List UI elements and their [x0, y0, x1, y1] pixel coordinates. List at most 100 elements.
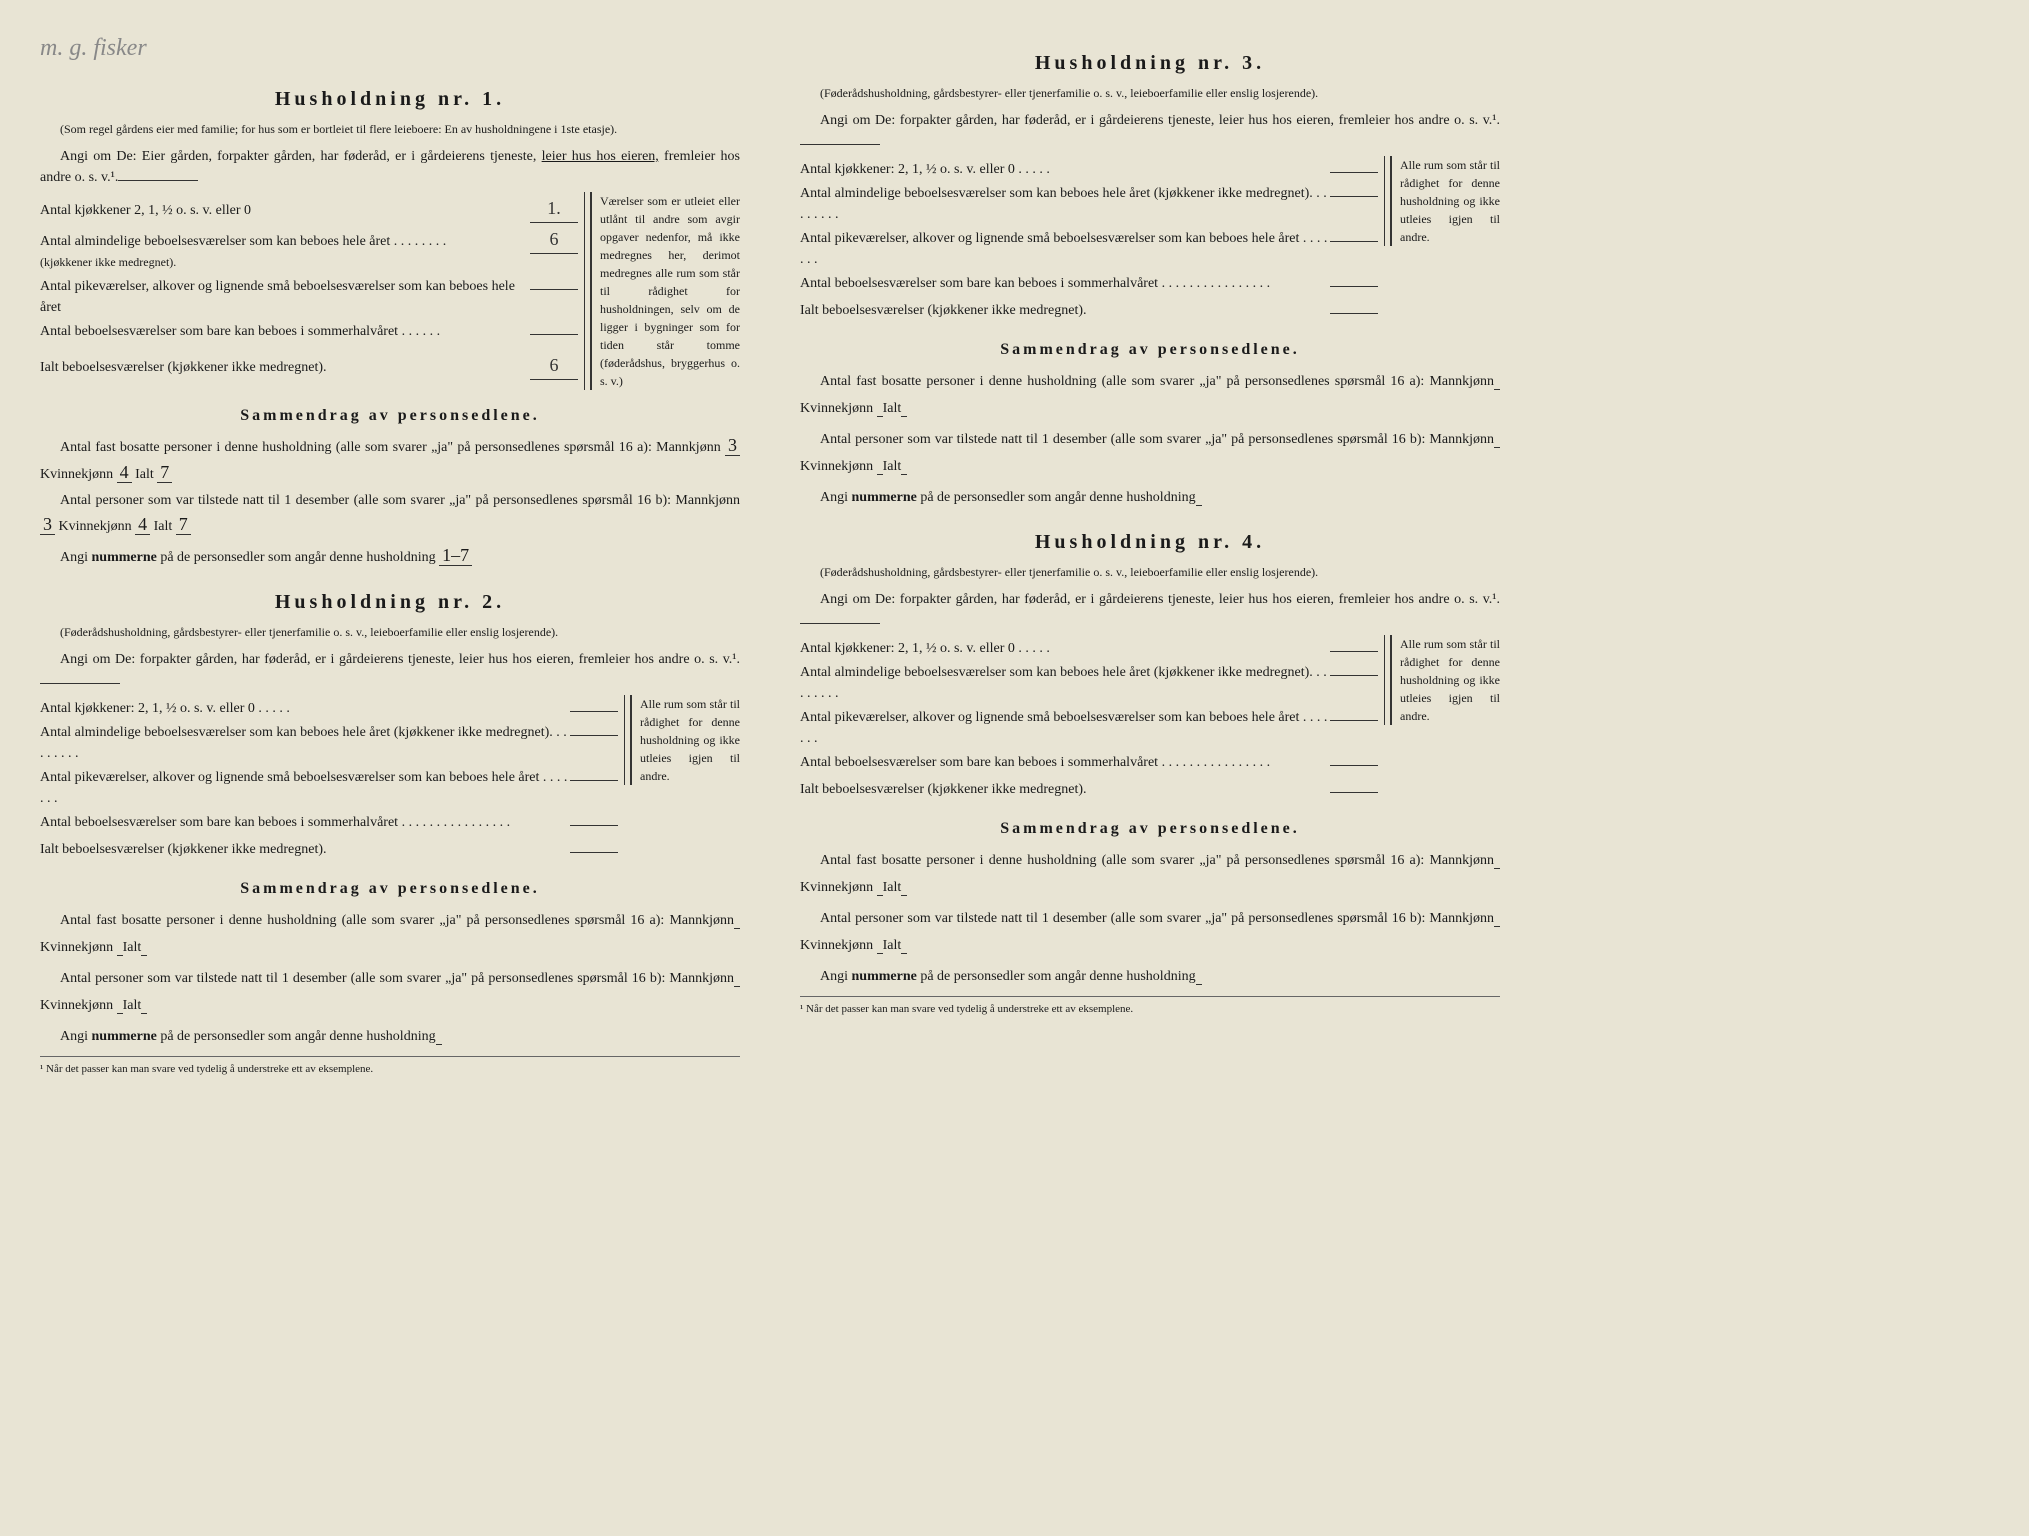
kitchen-line-2: Antal kjøkkener: 2, 1, ½ o. s. v. eller … — [40, 698, 618, 719]
sammendrag-title-4: Sammendrag av personsedlene. — [800, 817, 1500, 841]
total-rooms-label-4: Ialt beboelsesværelser (kjøkkener ikke m… — [800, 779, 1330, 800]
section-4-angi: Angi om De: forpakter gården, har føderå… — [800, 589, 1500, 631]
room-line-2-1: Antal almindelige beboelsesværelser som … — [40, 722, 618, 764]
persons-a-2: Antal fast bosatte personer i denne hush… — [40, 905, 740, 959]
persons-a-m-2 — [734, 908, 740, 929]
total-rooms-label-2: Ialt beboelsesværelser (kjøkkener ikke m… — [40, 839, 570, 860]
room-label-3-3: Antal beboelsesværelser som bare kan beb… — [800, 273, 1330, 294]
kitchen-value-3 — [1330, 172, 1378, 173]
persons-b-i-4 — [901, 933, 907, 954]
room-value-3-3 — [1330, 286, 1378, 287]
section-2-side-note: Alle rum som står til rådighet for denne… — [630, 695, 740, 785]
section-3-title: Husholdning nr. 3. — [800, 48, 1500, 78]
total-rooms-value-4 — [1330, 792, 1378, 793]
angi-num-3: Angi nummerne på de personsedler som ang… — [800, 482, 1500, 509]
total-rooms-line: Ialt beboelsesværelser (kjøkkener ikke m… — [40, 352, 578, 380]
room-value-4-1 — [1330, 675, 1378, 676]
footnote-right: ¹ Når det passer kan man svare ved tydel… — [800, 996, 1500, 1018]
room-line-3-1: Antal almindelige beboelsesværelser som … — [800, 183, 1378, 225]
section-1-side-note: Værelser som er utleiet eller utlånt til… — [590, 192, 740, 390]
room-value-3-1 — [1330, 196, 1378, 197]
room-label-3: Antal beboelsesværelser som bare kan beb… — [40, 321, 530, 342]
persons-b-m-2 — [734, 966, 740, 987]
kitchen-line-4: Antal kjøkkener: 2, 1, ½ o. s. v. eller … — [800, 638, 1378, 659]
section-1-rooms-block: Antal kjøkkener 2, 1, ½ o. s. v. eller 0… — [40, 192, 740, 390]
kitchen-label-4: Antal kjøkkener: 2, 1, ½ o. s. v. eller … — [800, 638, 1330, 659]
section-2-intro: (Føderådshusholdning, gårdsbestyrer- ell… — [40, 623, 740, 641]
section-4-side-note: Alle rum som står til rådighet for denne… — [1390, 635, 1500, 725]
room-label-4-1: Antal almindelige beboelsesværelser som … — [800, 662, 1330, 704]
persons-b-i-1: 7 — [176, 514, 191, 535]
total-rooms-value-3 — [1330, 313, 1378, 314]
persons-b-3: Antal personer som var tilstede natt til… — [800, 424, 1500, 478]
room-line-2-2: Antal pikeværelser, alkover og lignende … — [40, 767, 618, 809]
sammendrag-title-3: Sammendrag av personsedlene. — [800, 338, 1500, 362]
persons-a-i-4 — [901, 875, 907, 896]
footnote-left: ¹ Når det passer kan man svare ved tydel… — [40, 1056, 740, 1078]
persons-b-4: Antal personer som var tilstede natt til… — [800, 903, 1500, 957]
handwritten-annotation: m. g. fisker — [40, 30, 740, 66]
room-label-2-2: Antal pikeværelser, alkover og lignende … — [40, 767, 570, 809]
room-label-2: Antal pikeværelser, alkover og lignende … — [40, 276, 530, 318]
room-line-2-3: Antal beboelsesværelser som bare kan beb… — [40, 812, 618, 833]
room-value-3-2 — [1330, 241, 1378, 242]
total-rooms-value-2 — [570, 852, 618, 853]
angi-num-4: Angi nummerne på de personsedler som ang… — [800, 961, 1500, 988]
underlined-choice: leier hus hos eieren, — [542, 149, 659, 164]
room-value-1: 6 — [530, 226, 578, 254]
room-label-4-3: Antal beboelsesværelser som bare kan beb… — [800, 752, 1330, 773]
room-value-2 — [530, 289, 578, 290]
persons-a-4: Antal fast bosatte personer i denne hush… — [800, 845, 1500, 899]
persons-a-m-1: 3 — [725, 435, 740, 456]
angi-num-value-4 — [1196, 964, 1202, 985]
room-label-2-1: Antal almindelige beboelsesværelser som … — [40, 722, 570, 764]
section-3-angi: Angi om De: forpakter gården, har føderå… — [800, 110, 1500, 152]
total-rooms-label: Ialt beboelsesværelser (kjøkkener ikke m… — [40, 357, 530, 378]
section-2-angi: Angi om De: forpakter gården, har føderå… — [40, 649, 740, 691]
left-page: m. g. fisker Husholdning nr. 1. (Som reg… — [40, 30, 740, 1078]
room-value-2-3 — [570, 825, 618, 826]
persons-b-m-4 — [1494, 906, 1500, 927]
persons-b-m-1: 3 — [40, 514, 55, 535]
kitchen-label-3: Antal kjøkkener: 2, 1, ½ o. s. v. eller … — [800, 159, 1330, 180]
room-line-4-1: Antal almindelige beboelsesværelser som … — [800, 662, 1378, 704]
total-rooms-label-3: Ialt beboelsesværelser (kjøkkener ikke m… — [800, 300, 1330, 321]
persons-a-i-1: 7 — [157, 462, 172, 483]
room-value-3 — [530, 334, 578, 335]
kitchen-value-4 — [1330, 651, 1378, 652]
section-2-title: Husholdning nr. 2. — [40, 587, 740, 617]
sammendrag-title-1: Sammendrag av personsedlene. — [40, 404, 740, 428]
section-3-intro: (Føderådshusholdning, gårdsbestyrer- ell… — [800, 84, 1500, 102]
section-4-title: Husholdning nr. 4. — [800, 527, 1500, 557]
kitchen-line: Antal kjøkkener 2, 1, ½ o. s. v. eller 0… — [40, 195, 578, 223]
sammendrag-title-2: Sammendrag av personsedlene. — [40, 877, 740, 901]
kitchen-label-2: Antal kjøkkener: 2, 1, ½ o. s. v. eller … — [40, 698, 570, 719]
room-line-3-3: Antal beboelsesværelser som bare kan beb… — [800, 273, 1378, 294]
room-line-4-3: Antal beboelsesværelser som bare kan beb… — [800, 752, 1378, 773]
persons-a-i-2 — [141, 935, 147, 956]
persons-b-i-2 — [141, 993, 147, 1014]
section-3-side-note: Alle rum som står til rådighet for denne… — [1390, 156, 1500, 246]
room-line-4-2: Antal pikeværelser, alkover og lignende … — [800, 707, 1378, 749]
section-1-angi: Angi om De: Eier gården, forpakter gårde… — [40, 146, 740, 188]
persons-b-1: Antal personer som var tilstede natt til… — [40, 490, 740, 538]
room-line-3: Antal beboelsesværelser som bare kan beb… — [40, 321, 578, 342]
room-value-2-1 — [570, 735, 618, 736]
persons-a-i-3 — [901, 396, 907, 417]
angi-num-value-3 — [1196, 485, 1202, 506]
room-label-2-3: Antal beboelsesværelser som bare kan beb… — [40, 812, 570, 833]
total-rooms-line-2: Ialt beboelsesværelser (kjøkkener ikke m… — [40, 839, 618, 860]
section-2-rooms-block: Antal kjøkkener: 2, 1, ½ o. s. v. eller … — [40, 695, 740, 863]
room-line-1: Antal almindelige beboelsesværelser som … — [40, 226, 578, 273]
persons-a-m-3 — [1494, 369, 1500, 390]
kitchen-value: 1. — [530, 195, 578, 223]
angi-num-2: Angi nummerne på de personsedler som ang… — [40, 1021, 740, 1048]
angi-num-1: Angi nummerne på de personsedler som ang… — [40, 542, 740, 569]
room-value-4-3 — [1330, 765, 1378, 766]
angi-num-value-1: 1–7 — [439, 545, 472, 566]
section-4-intro: (Føderådshusholdning, gårdsbestyrer- ell… — [800, 563, 1500, 581]
persons-a-k-1: 4 — [117, 462, 132, 483]
persons-a-1: Antal fast bosatte personer i denne hush… — [40, 432, 740, 486]
persons-b-i-3 — [901, 454, 907, 475]
room-label-4-2: Antal pikeværelser, alkover og lignende … — [800, 707, 1330, 749]
